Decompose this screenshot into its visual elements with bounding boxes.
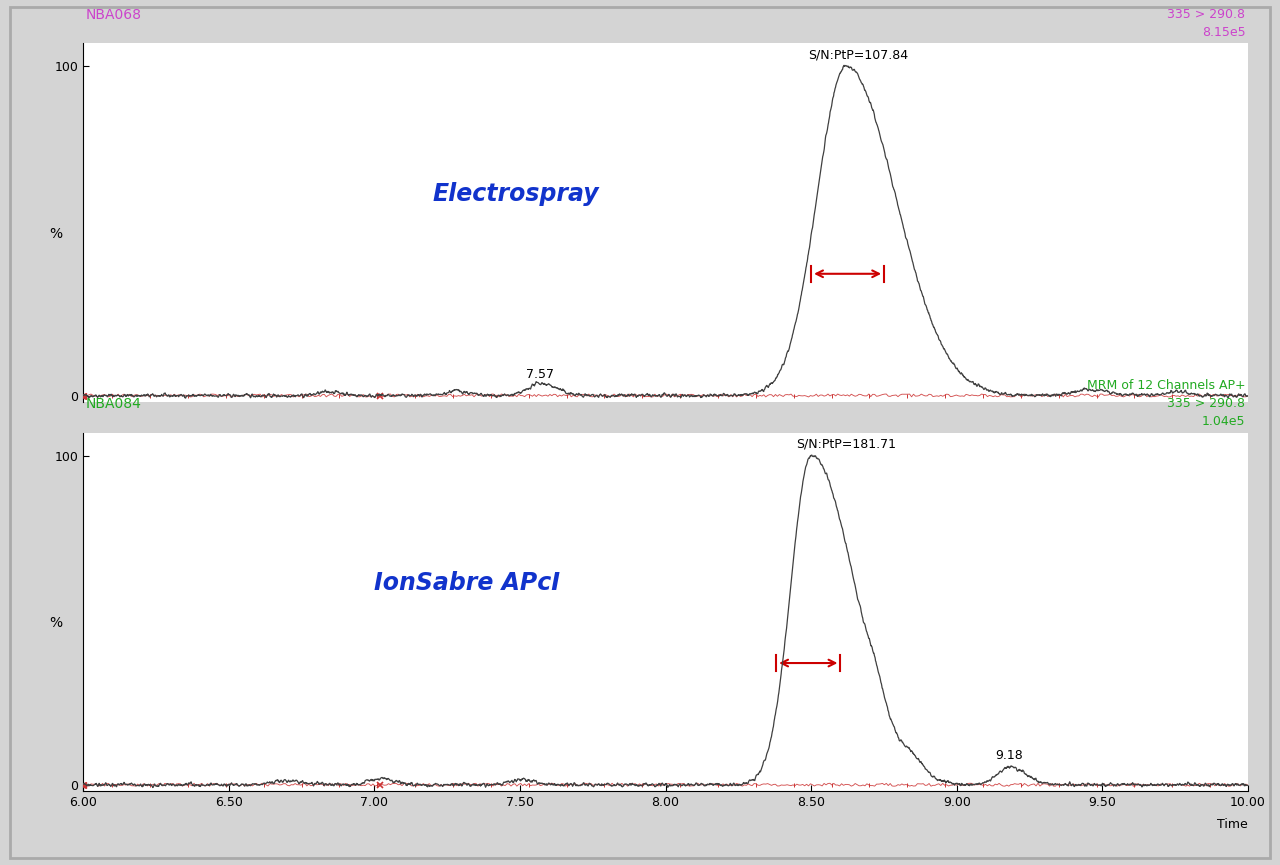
Text: MRM of 12 Channels ES+
335 > 290.8
8.15e5: MRM of 12 Channels ES+ 335 > 290.8 8.15e… (1087, 0, 1245, 39)
Text: MRM of 12 Channels AP+
335 > 290.8
1.04e5: MRM of 12 Channels AP+ 335 > 290.8 1.04e… (1087, 379, 1245, 428)
Text: %: % (49, 227, 63, 240)
Text: Time: Time (1217, 818, 1248, 831)
Text: NBA084: NBA084 (86, 397, 142, 411)
Text: 9.18: 9.18 (996, 748, 1023, 761)
Text: %: % (49, 616, 63, 630)
Text: S/N:PtP=107.84: S/N:PtP=107.84 (808, 48, 908, 61)
Text: 7.57: 7.57 (526, 368, 554, 381)
Text: IonSabre APcI: IonSabre APcI (374, 571, 561, 595)
Text: S/N:PtP=181.71: S/N:PtP=181.71 (796, 438, 896, 451)
Text: Electrospray: Electrospray (433, 182, 599, 206)
Text: NBA068: NBA068 (86, 8, 142, 22)
